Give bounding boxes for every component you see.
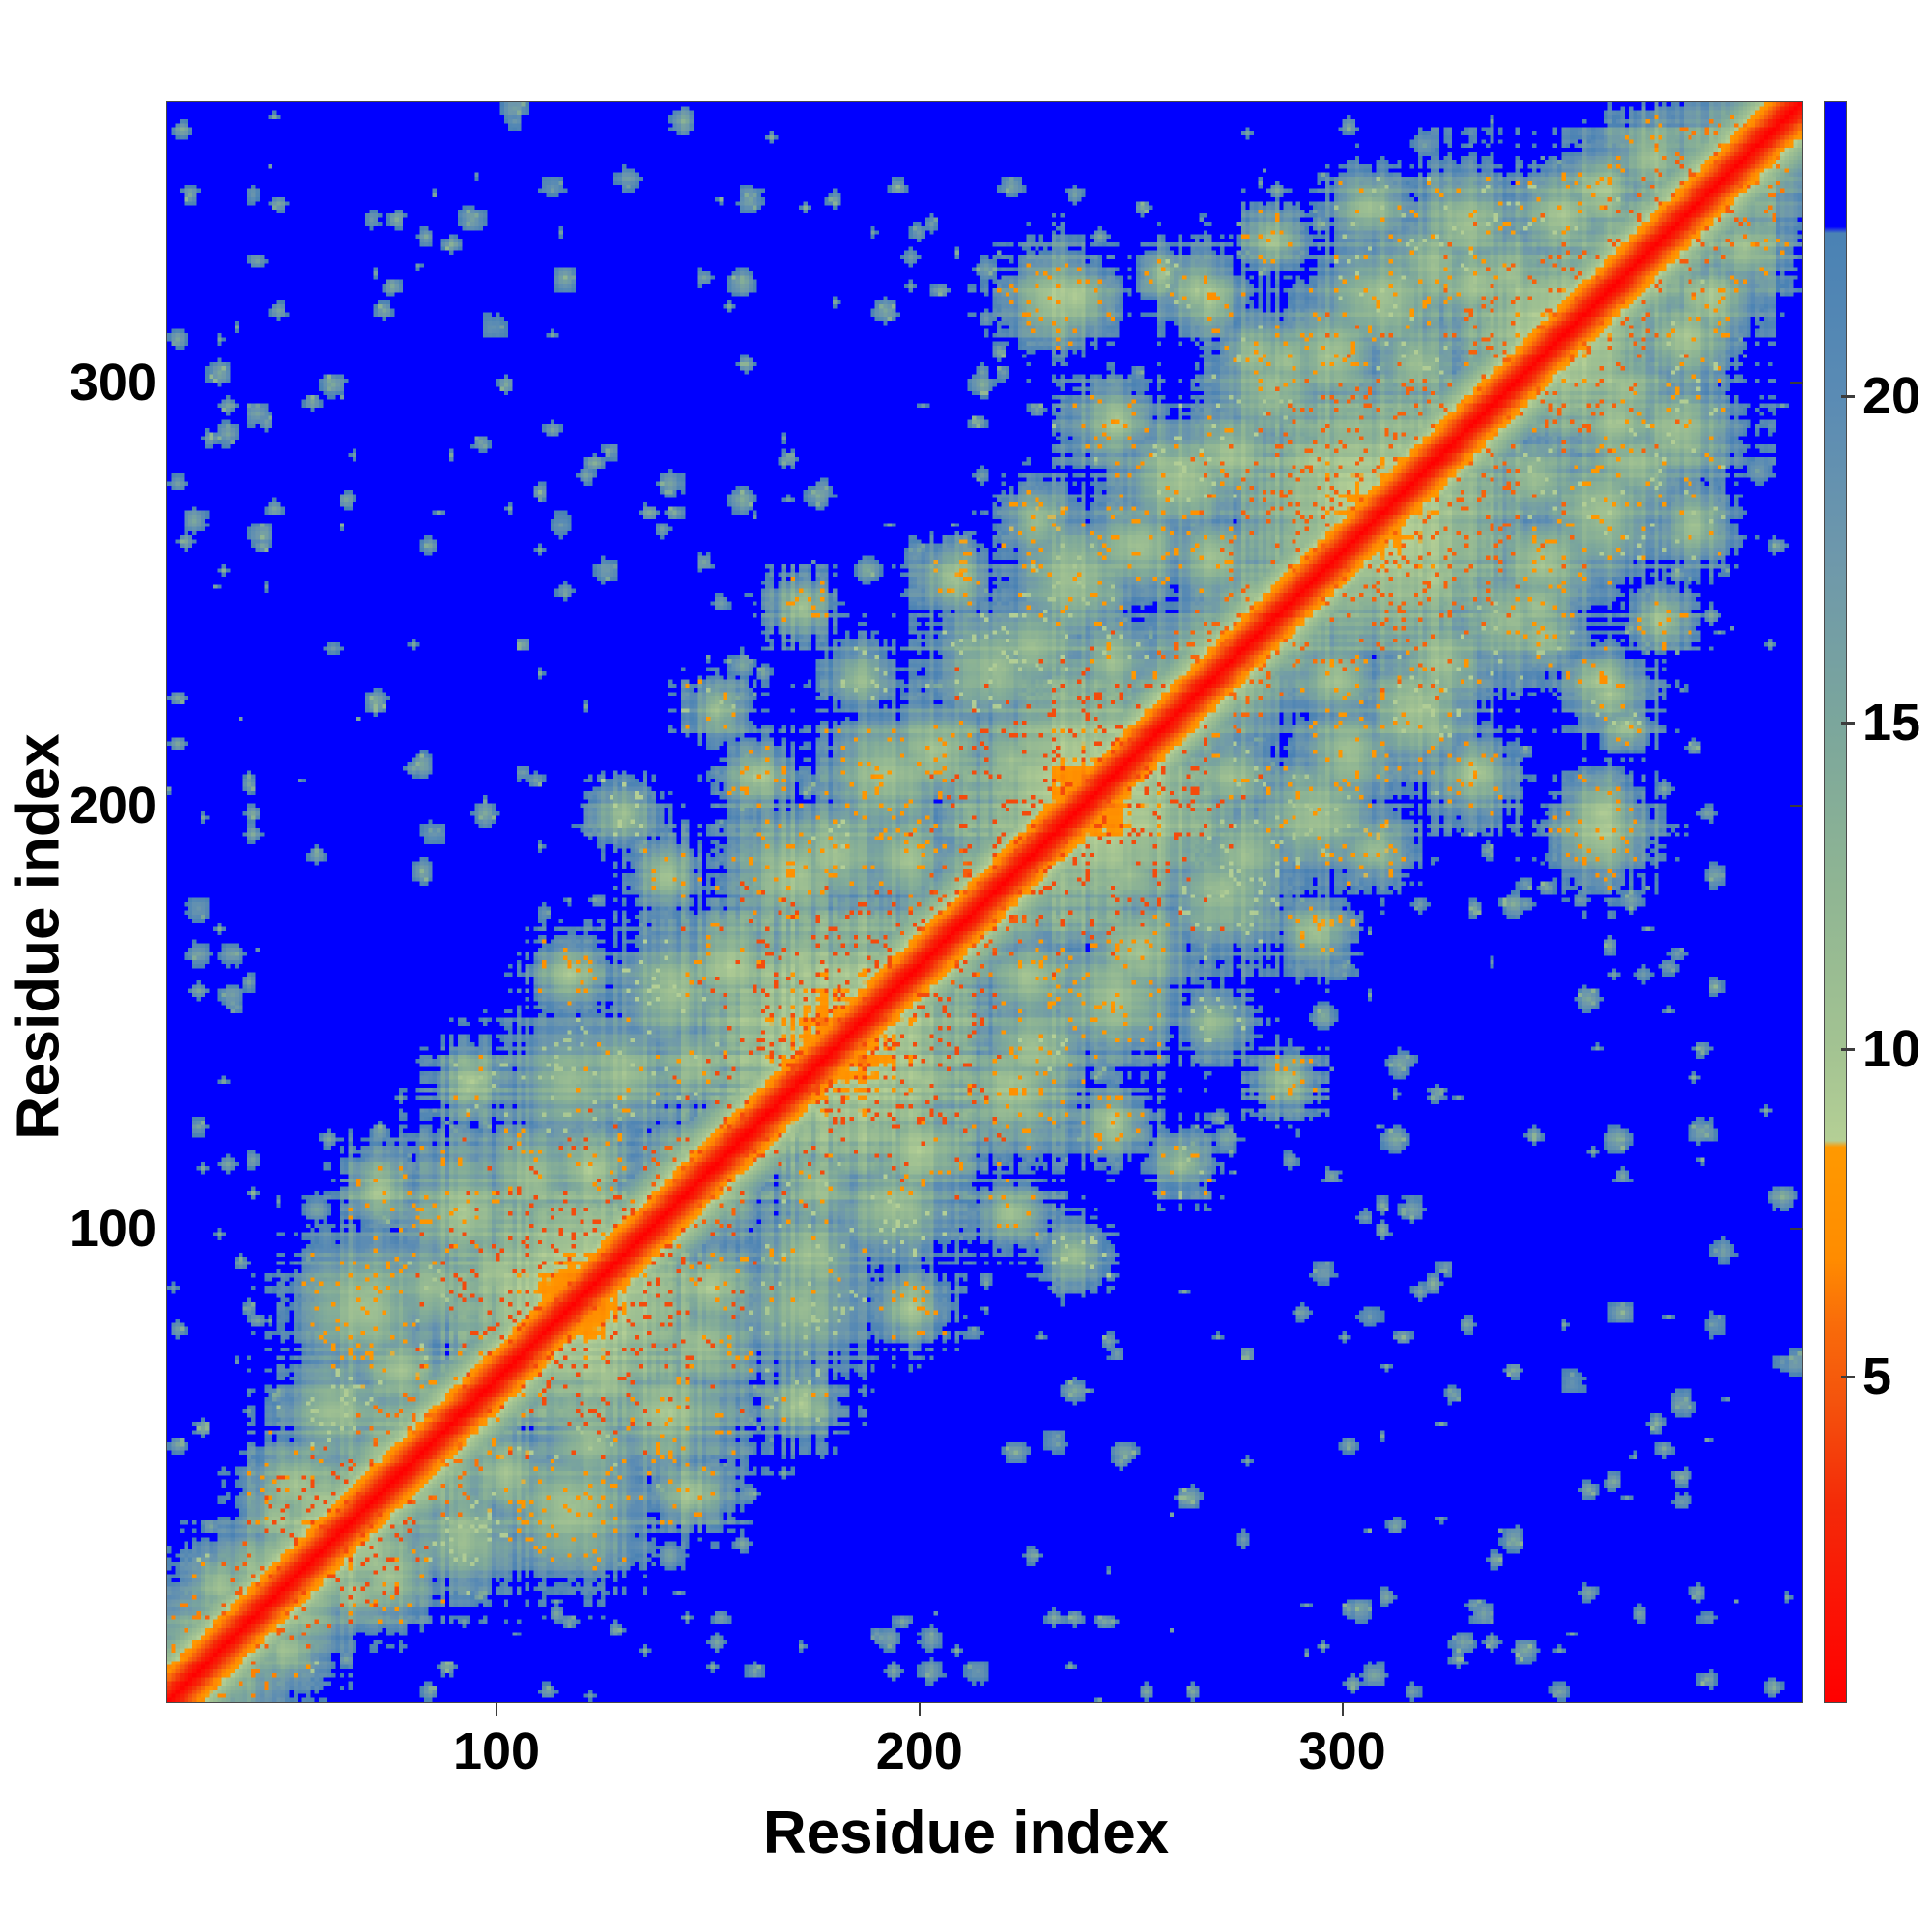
y-axis-tick-label: 200 (69, 777, 156, 836)
heatmap-canvas (167, 102, 1802, 1702)
y-axis-tick-label: 300 (69, 354, 156, 412)
colorbar-tick (1841, 394, 1855, 398)
colorbar-tick-label: 15 (1862, 693, 1921, 752)
colorbar-gradient (1825, 102, 1846, 1702)
x-axis-tick-label: 300 (1298, 1722, 1386, 1780)
y-axis-tick (1790, 1228, 1803, 1230)
y-axis-title-wrapper: Residue index (5, 164, 73, 1710)
x-axis-tick (496, 1703, 497, 1716)
colorbar (1824, 101, 1847, 1703)
x-axis-tick-label: 100 (452, 1722, 541, 1780)
colorbar-tick (1841, 721, 1855, 724)
colorbar-tick-label: 10 (1862, 1020, 1921, 1079)
colorbar-tick-label: 5 (1862, 1347, 1892, 1406)
y-axis-tick (1790, 382, 1803, 384)
y-axis-tick-label: 100 (69, 1200, 156, 1258)
x-axis-title: Residue index (762, 1800, 1170, 1866)
colorbar-tick (1841, 1375, 1855, 1378)
colorbar-tick (1841, 1048, 1855, 1052)
y-axis-title: Residue index (5, 733, 72, 1140)
y-axis-tick (1790, 805, 1803, 808)
x-axis-tick (918, 1703, 921, 1716)
x-axis-tick-label: 200 (875, 1722, 963, 1780)
x-axis-tick (1341, 1703, 1344, 1716)
heatmap-plot-area (166, 101, 1803, 1703)
colorbar-tick-label: 20 (1862, 366, 1921, 425)
